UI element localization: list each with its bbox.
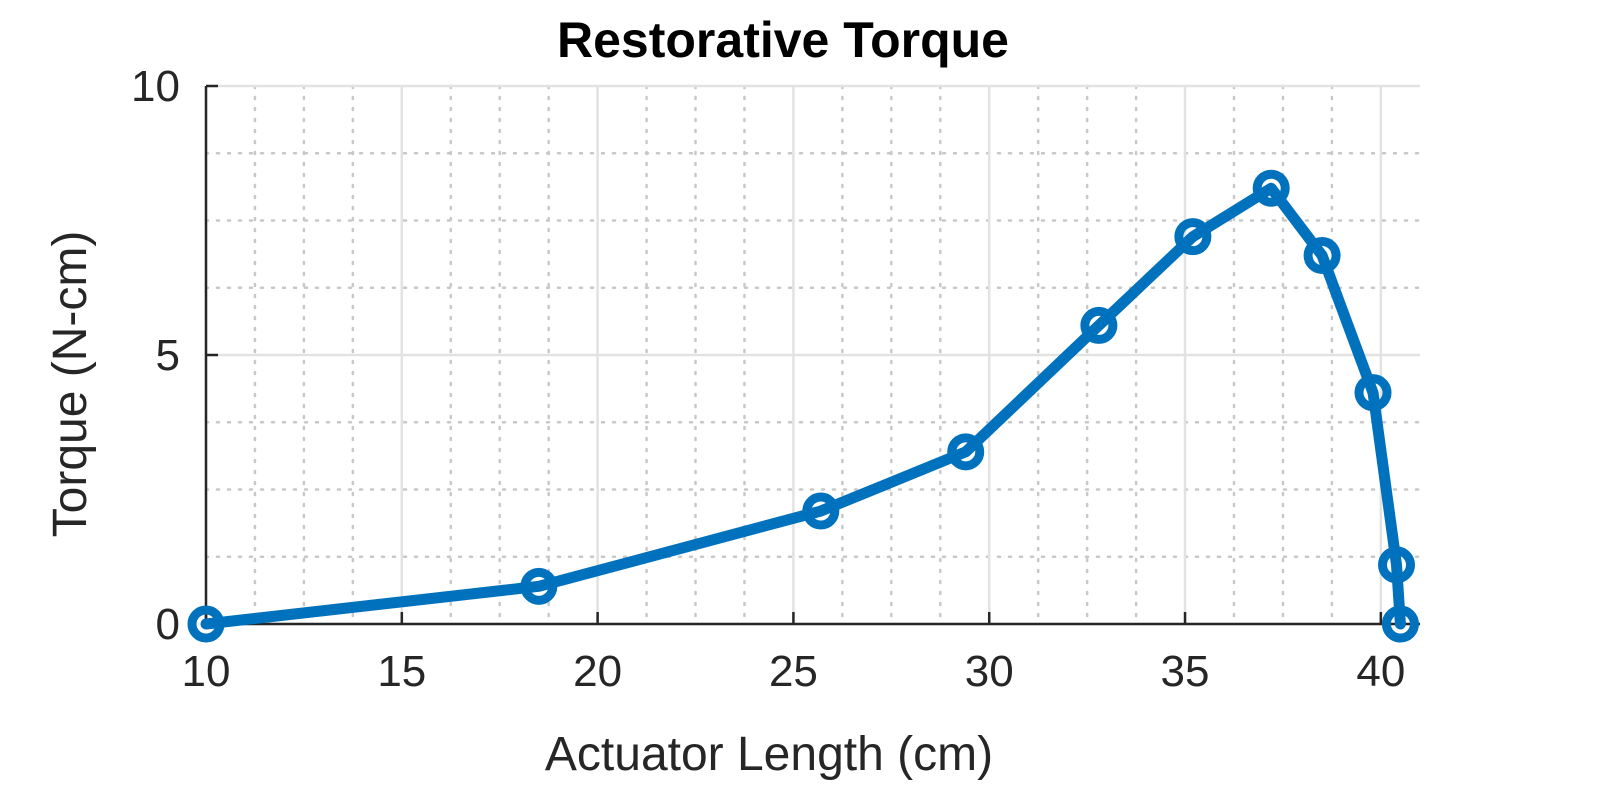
data-point xyxy=(1354,374,1392,412)
data-point xyxy=(1378,546,1416,584)
x-tick-label: 20 xyxy=(573,647,622,696)
data-point xyxy=(1252,169,1290,207)
x-tick-label: 15 xyxy=(377,647,426,696)
x-tick-label: 10 xyxy=(182,647,231,696)
data-point xyxy=(1303,236,1341,274)
x-tick-label: 35 xyxy=(1161,647,1210,696)
y-tick-label: 5 xyxy=(156,331,180,380)
data-point xyxy=(802,492,840,530)
data-point xyxy=(187,605,225,643)
tick-labels: 10 15 20 25 30 35 40 0 5 10 xyxy=(131,62,1405,696)
series-line xyxy=(200,182,1406,630)
x-axis-label: Actuator Length (cm) xyxy=(545,728,993,781)
series-layer xyxy=(187,169,1419,643)
x-tick-label: 25 xyxy=(769,647,818,696)
data-point xyxy=(1174,218,1212,256)
x-tick-label: 30 xyxy=(965,647,1014,696)
data-point xyxy=(947,433,985,471)
y-axis-label: Torque (N-cm) xyxy=(44,231,97,538)
data-point xyxy=(520,567,558,605)
chart-title: Restorative Torque xyxy=(557,12,1009,68)
data-point xyxy=(1381,605,1419,643)
y-tick-label: 0 xyxy=(156,600,180,649)
y-tick-label: 10 xyxy=(131,62,180,111)
x-tick-label: 40 xyxy=(1356,647,1405,696)
data-point xyxy=(1080,306,1118,344)
